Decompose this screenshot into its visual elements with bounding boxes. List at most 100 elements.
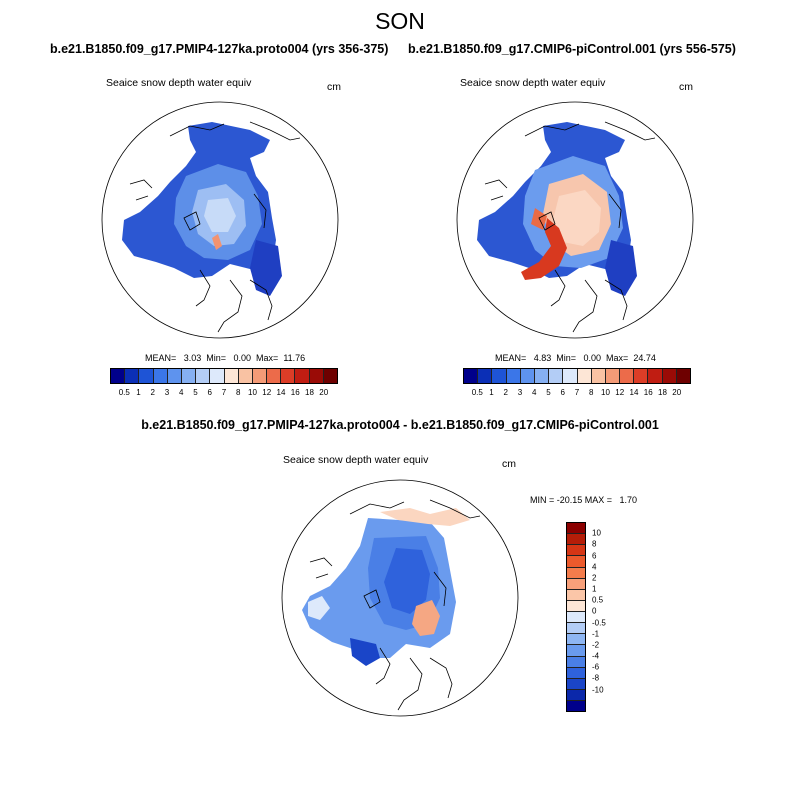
panel1-colorbar-swatch: [139, 369, 154, 383]
panel1-ice-far-atlantic: [250, 240, 282, 296]
panel1-colorbar-tick-label: 18: [305, 388, 314, 397]
panel2-polar-map: [456, 101, 694, 339]
panel2-stats: MEAN= 4.83 Min= 0.00 Max= 24.74: [495, 353, 656, 363]
panel3-case-title: b.e21.B1850.f09_g17.PMIP4-127ka.proto004…: [141, 418, 659, 432]
panel3-colorbar-swatch: [567, 600, 585, 612]
panel1-colorbar-swatch: [281, 369, 296, 383]
panel2-ice-far-atlantic: [605, 240, 637, 296]
panel2-colorbar-tick-label: 8: [589, 388, 594, 397]
panel2-colorbar-swatch: [577, 369, 592, 383]
panel2-colorbar-swatch: [506, 369, 521, 383]
panel1-colorbar-swatch: [224, 369, 239, 383]
panel2-colorbar-swatch: [620, 369, 635, 383]
panel1-colorbar-tick-label: 0.5: [118, 388, 130, 397]
panel1-case-title: b.e21.B1850.f09_g17.PMIP4-127ka.proto004…: [50, 42, 389, 56]
panel1-colorbar-swatch: [309, 369, 324, 383]
panel3-colorbar-swatch: [567, 567, 585, 579]
panel1-colorbar: [110, 368, 338, 384]
panel2-colorbar-swatch: [605, 369, 621, 383]
panel2-colorbar-tick-label: 1: [489, 388, 494, 397]
panel3-colorbar-swatch: [567, 612, 585, 624]
panel1-colorbar-tick-label: 20: [319, 388, 329, 397]
panel2-colorbar-swatch: [492, 369, 507, 383]
panel1-colorbar-tick-label: 12: [262, 388, 272, 397]
panel1-ice-core: [204, 198, 236, 232]
panel3-colorbar-swatch: [567, 545, 585, 557]
panel1-colorbar-tick-label: 8: [236, 388, 241, 397]
panel1-units: cm: [327, 81, 341, 93]
panel3-colorbar-tick-label: 10: [592, 528, 601, 538]
panel3-colorbar-tick-label: 8: [592, 539, 597, 549]
panel2-colorbar-tick-label: 0.5: [471, 388, 483, 397]
panel2-colorbar-swatch: [534, 369, 550, 383]
panel3-colorbar-tick-label: -0.5: [592, 618, 606, 628]
panel3-colorbar-swatch: [567, 578, 585, 590]
panel1-colorbar-tick-label: 16: [290, 388, 300, 397]
panel2-colorbar-tick-label: 2: [503, 388, 508, 397]
panel1-ice-peak: [212, 234, 222, 250]
panel3-polar-map: [281, 479, 519, 717]
panel2-colorbar-swatch: [634, 369, 649, 383]
panel1-colorbar-swatch: [238, 369, 253, 383]
panel1-colorbar-tick-label: 10: [248, 388, 257, 397]
panel2-colorbar-swatch: [464, 369, 479, 383]
panel2-colorbar-swatch: [478, 369, 493, 383]
panel2-colorbar-tick-label: 6: [560, 388, 565, 397]
panel1-colorbar-swatch: [153, 369, 168, 383]
panel2-colorbar-swatch: [648, 369, 663, 383]
panel1-colorbar-swatch: [267, 369, 282, 383]
panel2-colorbar-swatch: [549, 369, 564, 383]
panel2-colorbar-tick-label: 12: [615, 388, 625, 397]
panel1-colorbar-swatch: [252, 369, 268, 383]
panel3-colorbar-swatch: [567, 634, 585, 646]
panel3-colorbar-swatch: [567, 534, 585, 546]
panel2-units: cm: [679, 81, 693, 93]
panel2-variable-title: Seaice snow depth water equiv: [460, 77, 606, 89]
panel2-colorbar-labels: 0.5 1 2 3 4 5 6 7 8 10 12 14 16 18 20: [463, 388, 689, 400]
panel3-diff-light: [308, 596, 330, 620]
panel1-variable-title: Seaice snow depth water equiv: [106, 77, 252, 89]
panel3-colorbar-tick-label: -1: [592, 629, 600, 639]
panel1-colorbar-tick-label: 3: [164, 388, 170, 397]
panel3-colorbar-tick-label: -6: [592, 662, 600, 672]
panel1-colorbar-tick-label: 4: [179, 388, 184, 397]
panel3-colorbar-swatch: [567, 523, 585, 535]
panel1-colorbar-swatch: [181, 369, 197, 383]
panel3-colorbar-tick-label: 0.5: [592, 595, 604, 605]
panel1-polar-map: [101, 101, 339, 339]
panel3-colorbar-swatch: [567, 667, 585, 679]
panel3-colorbar-swatch: [567, 623, 585, 635]
panel1-colorbar-labels: 0.5 1 2 3 4 5 6 7 8 10 12 14 16 18 20: [110, 388, 336, 400]
panel3-colorbar-labels: 10 8 6 4 2 1 0.5 0 -0.5 -1 -2 -4 -6 -8 -10: [592, 522, 622, 710]
panel1-colorbar-swatch: [295, 369, 310, 383]
panel2-colorbar-tick-label: 7: [574, 388, 580, 397]
panel3-colorbar-swatch: [567, 645, 585, 657]
panel2-colorbar-swatch: [662, 369, 677, 383]
panel2-case-title: b.e21.B1850.f09_g17.CMIP6-piControl.001 …: [408, 42, 736, 56]
panel1-colorbar-tick-label: 2: [150, 388, 155, 397]
panel3-variable-title: Seaice snow depth water equiv: [283, 454, 429, 466]
panel1-colorbar-swatch: [111, 369, 126, 383]
panel3-colorbar-tick-label: 4: [592, 562, 597, 572]
panel3-colorbar-tick-label: 1: [592, 584, 597, 594]
panel2-colorbar-tick-label: 4: [532, 388, 537, 397]
panel2-colorbar-swatch: [676, 369, 690, 383]
panel3-colorbar-swatch: [567, 701, 585, 712]
panel1-colorbar-tick-label: 5: [193, 388, 198, 397]
panel1-colorbar-swatch: [167, 369, 182, 383]
panel3-colorbar-tick-label: -8: [592, 673, 600, 683]
panel2-ice-ridge-edge: [531, 208, 547, 230]
panel2-colorbar-tick-label: 14: [629, 388, 639, 397]
panel3-diff-deep: [384, 548, 430, 614]
panel3-colorbar-tick-label: -2: [592, 640, 600, 650]
panel3-colorbar-swatch: [567, 589, 585, 601]
panel1-stats: MEAN= 3.03 Min= 0.00 Max= 11.76: [145, 353, 306, 363]
panel3-colorbar: [566, 522, 586, 712]
panel3-colorbar-tick-label: -4: [592, 651, 600, 661]
panel3-diff-pacific-deep: [350, 638, 380, 666]
panel1-colorbar-tick-label: 1: [136, 388, 141, 397]
panel1-colorbar-tick-label: 7: [221, 388, 227, 397]
panel1-colorbar-tick-label: 6: [207, 388, 212, 397]
panel2-ice-warm-core: [553, 190, 601, 246]
panel3-min-max: MIN = -20.15 MAX = 1.70: [530, 495, 638, 505]
